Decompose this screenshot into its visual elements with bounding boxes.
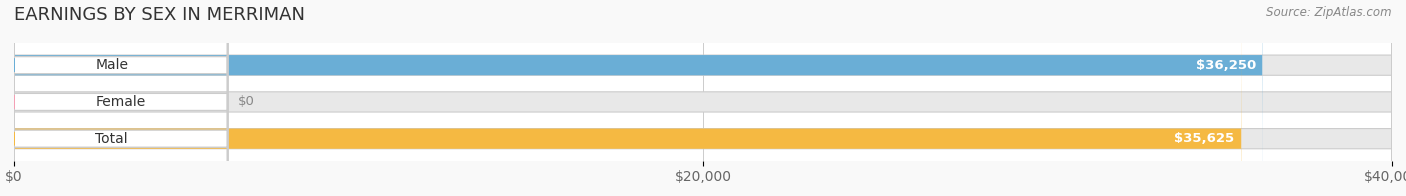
- Text: Female: Female: [96, 95, 145, 109]
- FancyBboxPatch shape: [14, 0, 228, 196]
- Text: $0: $0: [238, 95, 254, 108]
- Text: $36,250: $36,250: [1195, 59, 1256, 72]
- FancyBboxPatch shape: [14, 0, 1241, 196]
- Text: Total: Total: [96, 132, 128, 146]
- FancyBboxPatch shape: [14, 0, 1263, 196]
- FancyBboxPatch shape: [14, 0, 1392, 196]
- FancyBboxPatch shape: [14, 0, 1392, 196]
- FancyBboxPatch shape: [14, 0, 228, 196]
- Text: Source: ZipAtlas.com: Source: ZipAtlas.com: [1267, 6, 1392, 19]
- FancyBboxPatch shape: [14, 0, 228, 196]
- Text: EARNINGS BY SEX IN MERRIMAN: EARNINGS BY SEX IN MERRIMAN: [14, 6, 305, 24]
- Text: $35,625: $35,625: [1174, 132, 1234, 145]
- FancyBboxPatch shape: [14, 0, 1392, 196]
- Text: Male: Male: [96, 58, 128, 72]
